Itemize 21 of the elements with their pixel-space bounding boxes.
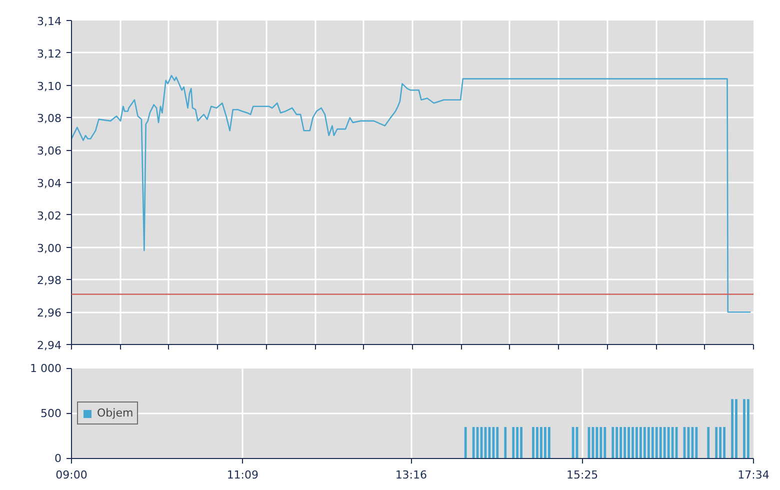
- y-tick-label: 2,96: [37, 306, 62, 320]
- x-tick-label: 11:09: [226, 468, 259, 482]
- y-tick-label: 3,04: [37, 177, 62, 190]
- x-tick-label: 09:00: [56, 468, 88, 482]
- y-tick-label: 3,08: [37, 112, 62, 126]
- y-tick-label: 3,02: [37, 209, 62, 222]
- y-tick-label: 500: [40, 407, 62, 420]
- y-tick-label: 3,12: [37, 47, 62, 60]
- y-tick-label: 3,10: [37, 80, 62, 93]
- y-tick-label: 3,06: [37, 144, 62, 158]
- y-tick-label: 2,98: [37, 274, 62, 288]
- x-tick-label: 15:25: [566, 468, 598, 482]
- y-tick-label: 1 000: [30, 362, 62, 375]
- legend-label: Objem: [97, 406, 134, 420]
- x-tick-label: 17:34: [738, 468, 770, 482]
- y-tick-label: 2,94: [37, 339, 62, 352]
- x-tick-label: 13:16: [395, 468, 428, 482]
- y-tick-label: 3,14: [37, 15, 62, 28]
- line-series: [72, 74, 752, 313]
- y-tick-label: 3,00: [37, 242, 62, 255]
- y-tick-label: 0: [54, 452, 62, 465]
